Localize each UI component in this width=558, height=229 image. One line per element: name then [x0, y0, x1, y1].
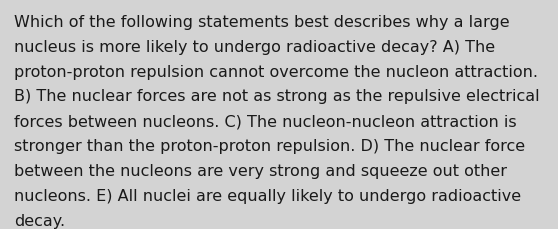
Text: forces between nucleons. C) The nucleon-nucleon attraction is: forces between nucleons. C) The nucleon-… [14, 114, 517, 129]
Text: nucleus is more likely to undergo radioactive decay? A) The: nucleus is more likely to undergo radioa… [14, 40, 495, 55]
Text: proton-proton repulsion cannot overcome the nucleon attraction.: proton-proton repulsion cannot overcome … [14, 64, 538, 79]
Text: between the nucleons are very strong and squeeze out other: between the nucleons are very strong and… [14, 163, 507, 178]
Text: decay.: decay. [14, 213, 65, 228]
Text: B) The nuclear forces are not as strong as the repulsive electrical: B) The nuclear forces are not as strong … [14, 89, 540, 104]
Text: nucleons. E) All nuclei are equally likely to undergo radioactive: nucleons. E) All nuclei are equally like… [14, 188, 521, 203]
Text: stronger than the proton-proton repulsion. D) The nuclear force: stronger than the proton-proton repulsio… [14, 139, 525, 153]
Text: Which of the following statements best describes why a large: Which of the following statements best d… [14, 15, 509, 30]
